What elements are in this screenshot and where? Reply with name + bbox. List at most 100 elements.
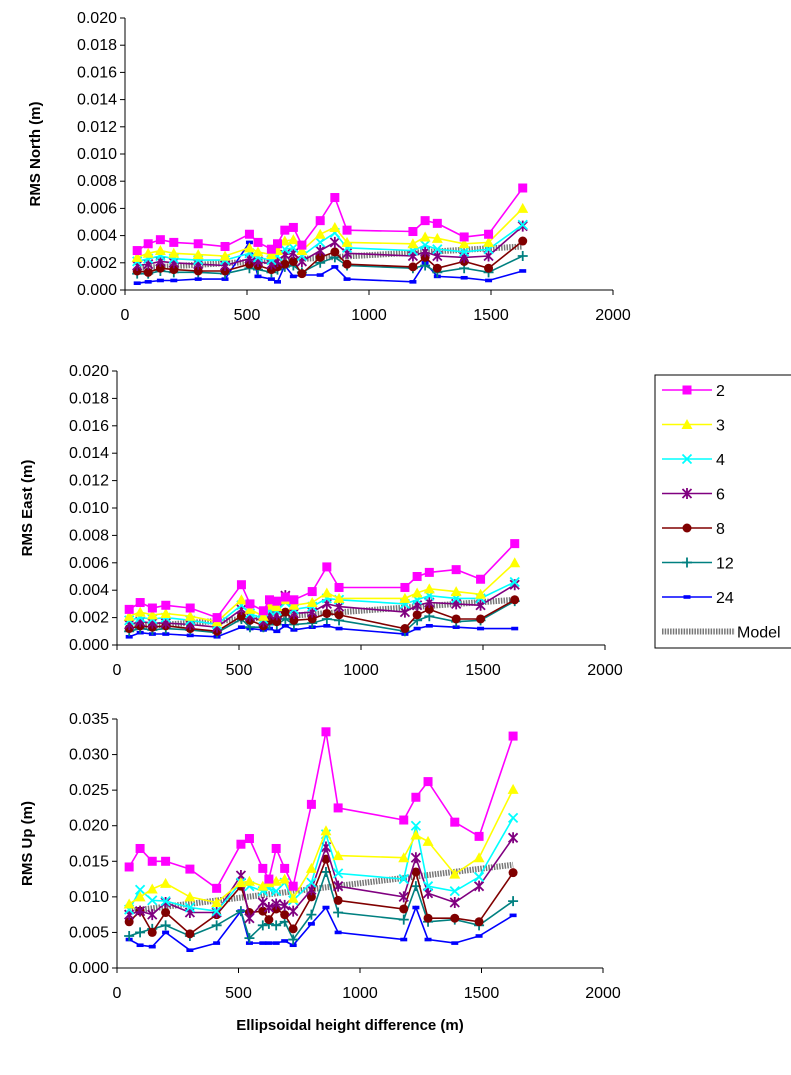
data-point [237,625,245,629]
data-point [265,249,277,260]
data-point [185,864,195,874]
data-point [329,221,341,232]
data-point [321,587,333,598]
data-point [519,269,527,273]
data-point [221,277,229,281]
data-point [161,600,171,610]
legend-item-2: 2 [662,383,725,400]
data-point [508,731,518,741]
y-tick-label: 0.012 [77,119,117,136]
x-tick-label: 2000 [595,307,631,324]
data-point [307,922,315,926]
data-point [458,238,470,249]
data-point [263,902,275,914]
data-point [334,582,344,592]
data-point [459,246,470,258]
data-point [315,252,325,262]
legend-marker [681,488,693,499]
data-point [266,244,276,254]
data-point [333,907,344,918]
x-tick-label: 2000 [587,662,623,679]
data-point [184,610,196,621]
x-tick-label: 0 [113,985,122,1002]
y-axis-label: RMS North (m) [27,102,44,207]
data-point [315,245,326,257]
data-point [509,576,520,588]
data-point [161,908,171,918]
y-tick-label: 0.020 [69,818,109,835]
data-point [146,609,158,620]
data-point [271,920,282,931]
data-point [419,239,431,251]
series-line [128,624,515,638]
data-point [143,267,153,277]
data-point [212,883,222,893]
data-point [281,624,289,628]
y-tick-label: 0.008 [69,527,109,544]
data-point [124,862,134,872]
data-point [257,897,268,909]
data-point [123,610,135,621]
data-point [185,929,195,939]
x-tick-label: 1000 [351,307,387,324]
data-point [411,792,421,802]
data-point [474,831,484,841]
legend-box [654,374,791,649]
data-point [508,868,518,878]
legend-label: 24 [716,590,734,607]
data-point [131,251,143,262]
data-point [273,629,281,634]
data-point [274,280,281,284]
data-point [160,877,172,888]
data-point [510,539,520,549]
data-point [287,234,299,245]
data-point [134,891,146,902]
data-point [400,582,410,592]
data-point [213,941,221,945]
data-point [280,259,290,269]
data-point [243,875,255,886]
data-point [135,843,145,853]
data-point [518,236,528,246]
series-3 [123,783,519,909]
data-point [289,615,299,625]
data-point [459,232,469,242]
data-point [155,263,165,273]
data-point [193,266,203,276]
data-point [244,933,255,944]
data-point [264,874,274,884]
data-point [136,943,144,948]
model-line [128,861,514,915]
data-point [272,617,282,627]
data-point [288,599,300,610]
data-point [135,598,145,608]
data-point [343,277,351,281]
y-tick-label: 0.006 [77,200,117,217]
data-point [517,219,528,230]
data-point [258,606,268,616]
data-point [398,873,409,885]
legend-marker [681,419,693,429]
series-2 [132,183,528,256]
data-point [280,225,290,235]
data-point [473,871,485,883]
data-point [264,915,274,925]
data-point [316,273,324,277]
legend-label: 2 [716,383,725,400]
data-point [399,815,409,825]
data-point [306,877,317,888]
y-tick-label: 0.000 [77,282,117,299]
data-point [244,229,254,239]
y-tick-label: 0.005 [69,924,109,941]
data-point [135,927,146,938]
data-point [410,852,422,864]
data-point [460,275,468,280]
data-point [280,592,290,602]
data-point [160,895,171,907]
legend-label: 8 [716,521,725,538]
y-tick-label: 0.015 [69,853,109,870]
data-point [411,587,423,598]
y-tick-label: 0.006 [69,555,109,572]
legend-item-4: 4 [662,452,725,469]
data-point [134,606,146,617]
